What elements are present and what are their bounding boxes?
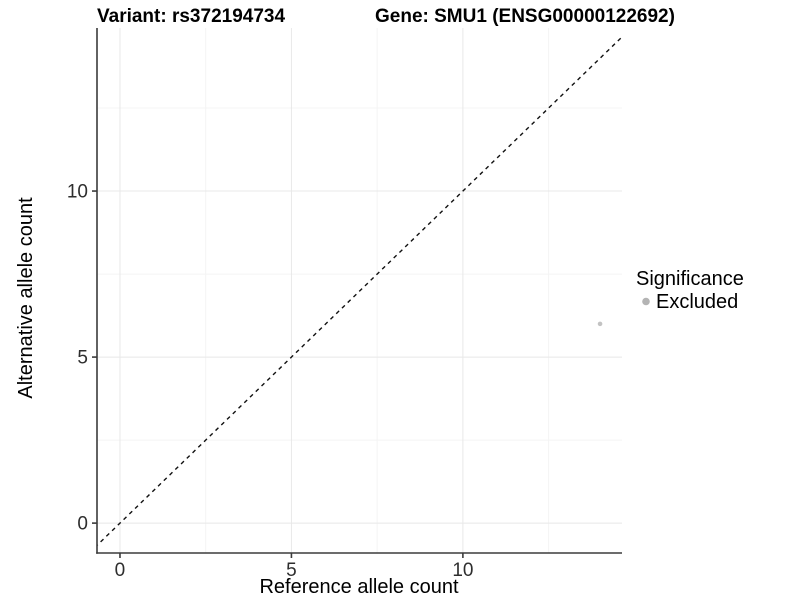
x-tick-label: 10: [452, 560, 473, 581]
legend: Significance Excluded: [636, 268, 744, 313]
grid-minor: [97, 28, 622, 553]
legend-key-excluded-dot: [642, 297, 650, 306]
x-axis-ticks: 0 5 10: [115, 553, 473, 581]
grid-major: [97, 28, 622, 553]
identity-line: [97, 35, 622, 547]
y-axis-ticks: 0 5 10: [67, 182, 97, 535]
y-axis-title: Alternative allele count: [15, 197, 37, 399]
y-tick-label: 5: [77, 348, 88, 369]
x-tick-label: 5: [286, 560, 297, 581]
x-tick-label: 0: [115, 560, 126, 581]
x-axis-title: Reference allele count: [259, 576, 458, 598]
legend-title: Significance: [636, 268, 744, 290]
plot-title-gene: Gene: SMU1 (ENSG00000122692): [375, 6, 675, 27]
plot-title-variant: Variant: rs372194734: [97, 6, 285, 27]
y-tick-label: 10: [67, 182, 88, 203]
legend-label-excluded: Excluded: [656, 291, 738, 313]
data-point: [597, 321, 603, 327]
data-points-layer: [597, 321, 603, 327]
y-tick-label: 0: [77, 514, 88, 535]
